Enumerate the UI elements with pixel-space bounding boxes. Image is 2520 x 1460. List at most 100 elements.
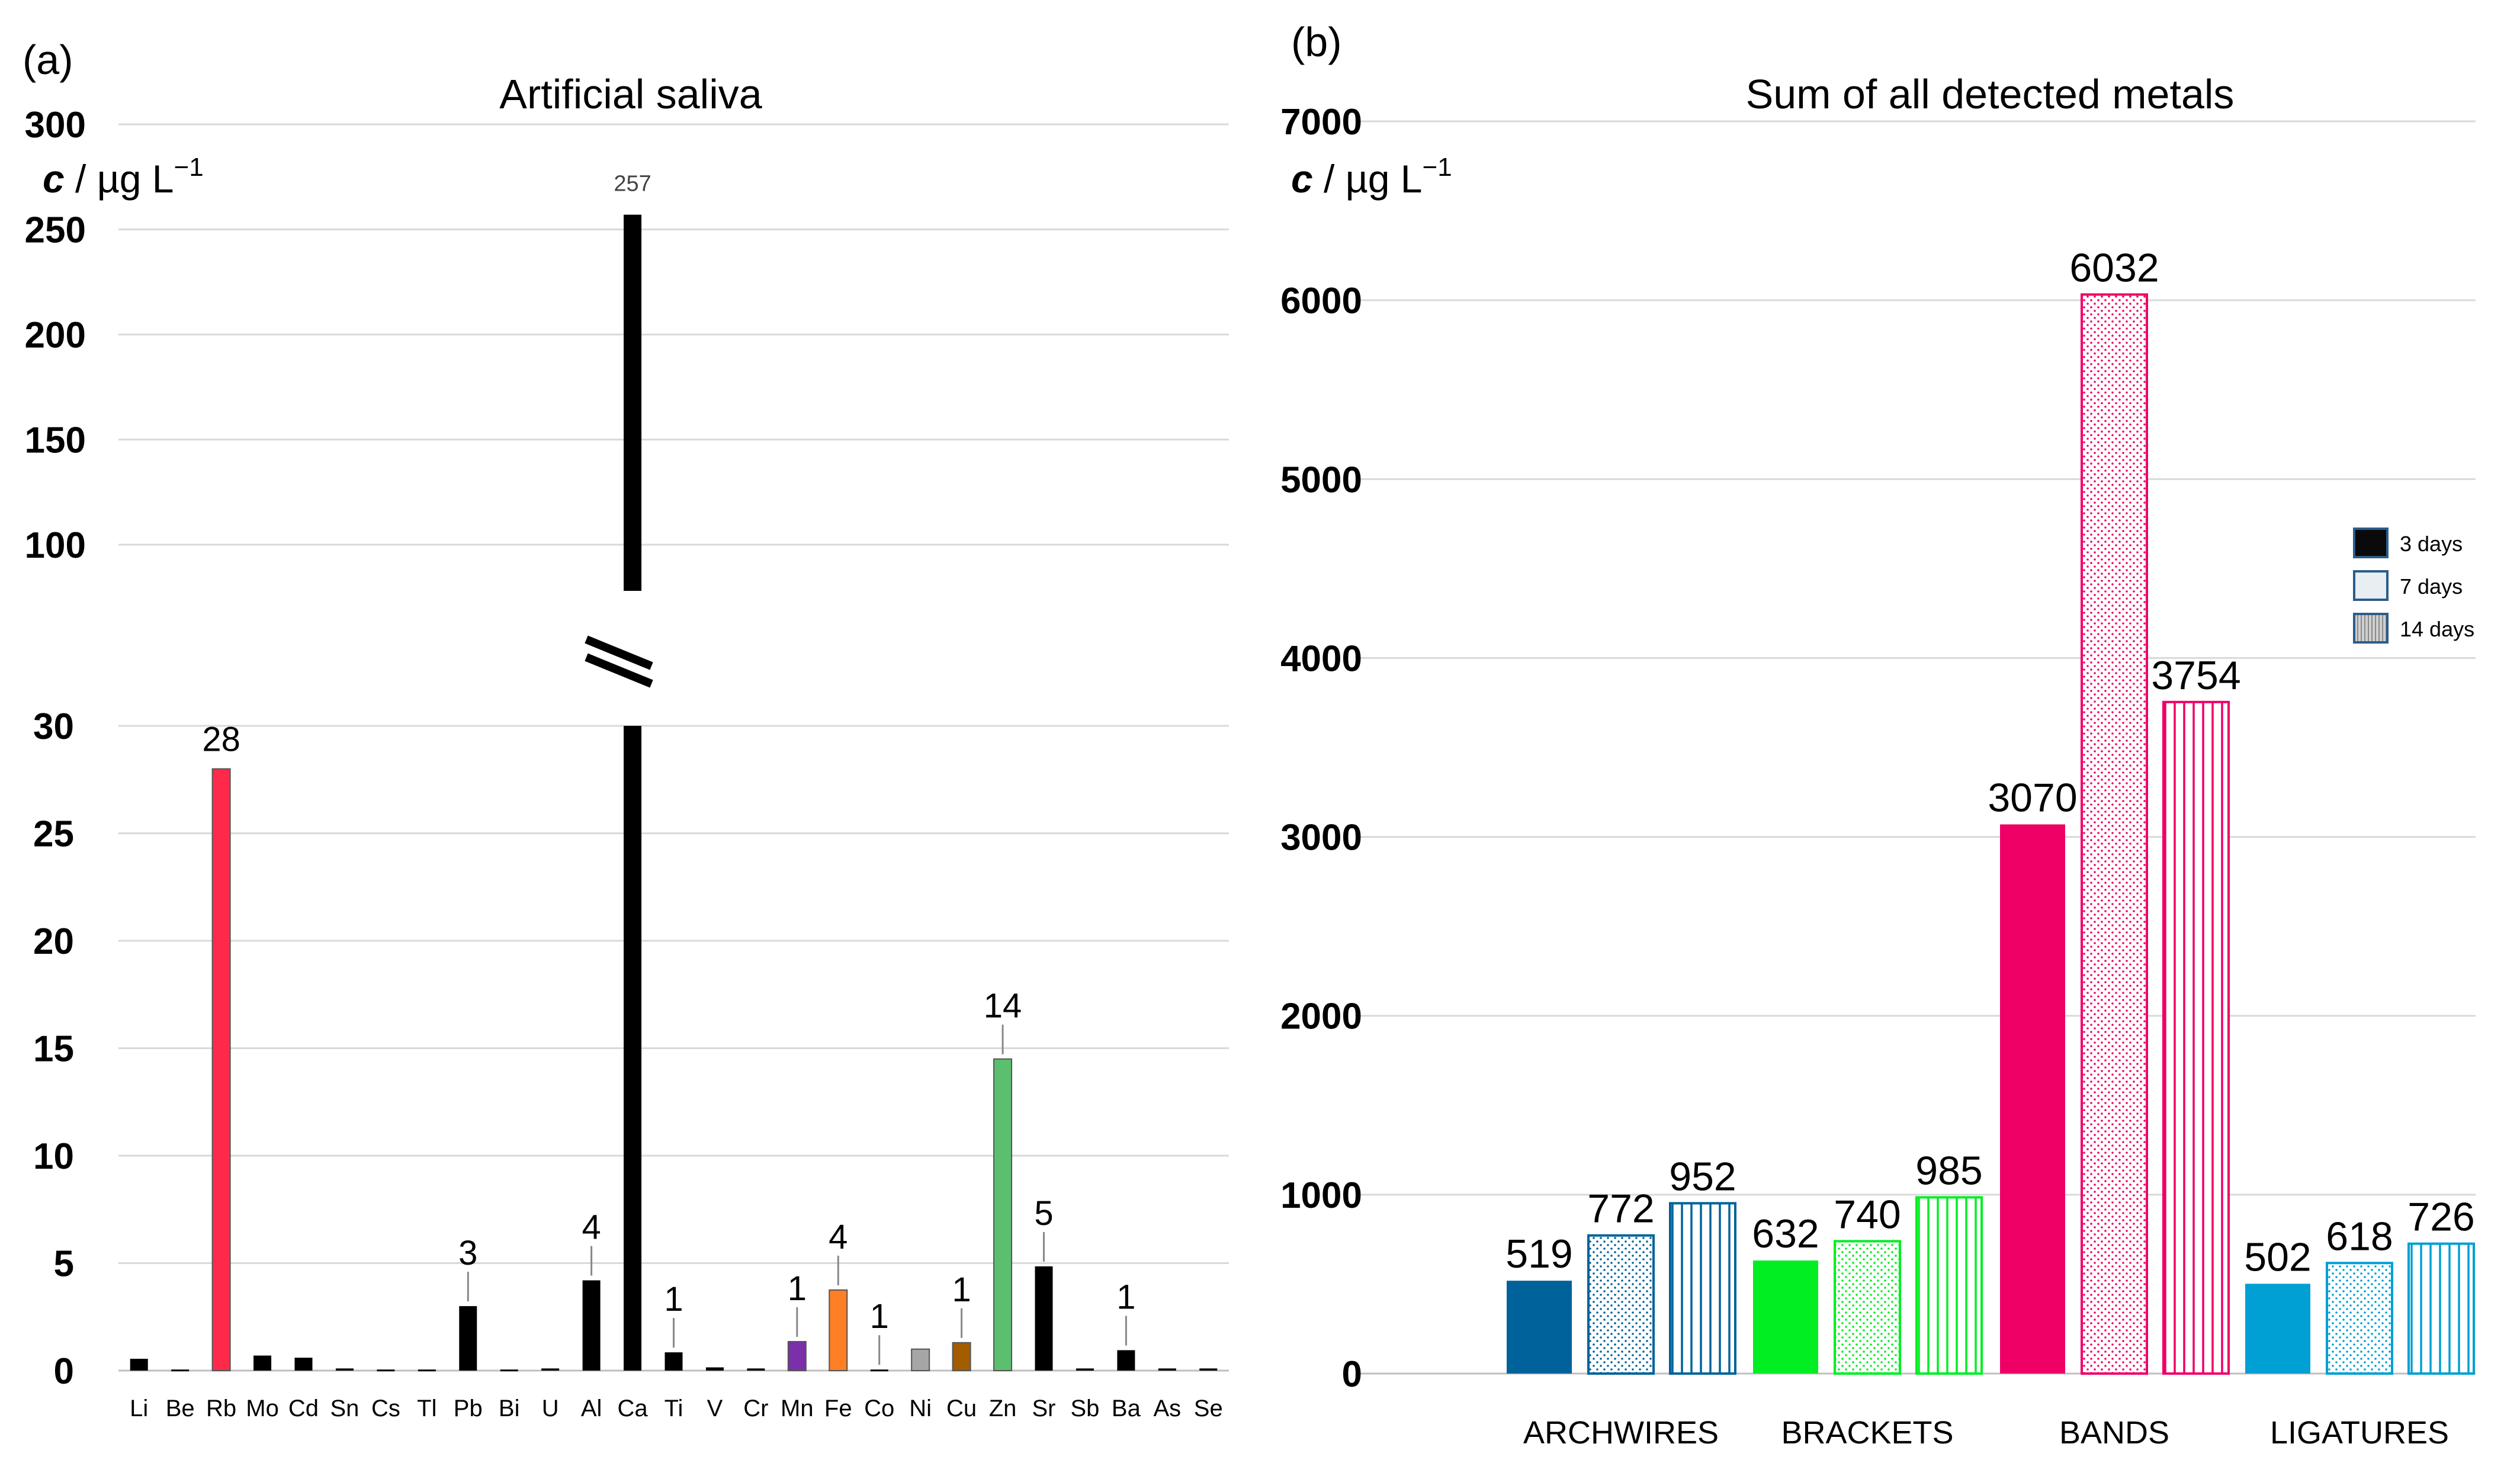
data-label-ligatures-14-days: 726	[2407, 1195, 2474, 1240]
panel-b-y-tick-4000: 4000	[1280, 638, 1362, 679]
bar-ni	[911, 1348, 930, 1371]
bar-be	[171, 1369, 190, 1372]
panel-a-title: Artificial saliva	[499, 71, 762, 117]
bar-brackets-14-days	[1915, 1196, 1983, 1375]
bar-v	[705, 1367, 724, 1371]
panel-a-y-tick-15: 15	[33, 1029, 74, 1070]
panel-b-x-ticks: ARCHWIRES BRACKETS BANDS LIGATURES	[1523, 1415, 2449, 1451]
bar-sb	[1076, 1368, 1094, 1371]
x-tick-sn: Sn	[330, 1395, 359, 1422]
panel-b-y-tick-3000: 3000	[1280, 818, 1362, 858]
panel-b-y-axis-exponent: −1	[1423, 153, 1452, 182]
bar-cr	[747, 1368, 765, 1371]
bar-pb	[459, 1306, 477, 1371]
bar-ligatures-14-days	[2407, 1242, 2475, 1375]
legend-label-7-days: 7 days	[2400, 574, 2463, 599]
panel-a-y-tick-0: 0	[54, 1351, 74, 1392]
data-label-archwires-14-days: 952	[1669, 1154, 1736, 1199]
data-label-ligatures-3-days: 502	[2244, 1234, 2311, 1279]
x-tick-mn: Mn	[781, 1395, 814, 1422]
panel-b-y-tick-7000: 7000	[1280, 102, 1362, 143]
panel-b-y-tick-5000: 5000	[1280, 459, 1362, 500]
bar-brackets-7-days	[1834, 1240, 1901, 1375]
data-label-pb: 3	[458, 1234, 477, 1272]
data-label-co: 1	[870, 1297, 889, 1336]
bar-ba	[1117, 1350, 1135, 1371]
x-tick-as: As	[1153, 1395, 1181, 1422]
panel-b-sum-of-metals: (b) Sum of all detected metals c / µg L−…	[1280, 19, 2476, 1451]
panel-b-bars	[1507, 293, 2475, 1375]
bar-li	[130, 1359, 148, 1371]
data-label-ligatures-7-days: 618	[2326, 1214, 2393, 1259]
bar-cs	[377, 1369, 395, 1372]
bar-zn	[993, 1058, 1013, 1371]
data-label-archwires-3-days: 519	[1505, 1231, 1572, 1276]
panel-a-y-ticks: 0 5 10 15 20 25 30 100 150 200 250 300	[25, 105, 86, 1392]
bar-bands-7-days	[2081, 293, 2148, 1375]
bar-u	[541, 1368, 560, 1371]
x-tick-fe: Fe	[824, 1395, 852, 1422]
x-tick-rb: Rb	[206, 1395, 236, 1422]
data-label-brackets-14-days: 985	[1915, 1148, 1982, 1193]
bar-se	[1199, 1368, 1218, 1371]
bar-co	[870, 1369, 888, 1372]
panel-b-y-tick-1000: 1000	[1280, 1175, 1362, 1216]
bar-ca-lower	[624, 726, 642, 1371]
x-tick-brackets: BRACKETS	[1781, 1415, 1953, 1451]
bar-bi	[500, 1369, 518, 1372]
bar-bands-3-days	[2000, 824, 2065, 1374]
panel-a-y-tick-150: 150	[25, 420, 86, 461]
bar-bands-14-days	[2162, 700, 2230, 1375]
x-tick-v: V	[707, 1395, 723, 1422]
panel-a-x-ticks: Li Be Rb Mo Cd Sn Cs Tl Pb Bi U Al Ca Ti V Cr Mn Fe Co Ni Cu…	[130, 1395, 1223, 1422]
data-label-brackets-3-days: 632	[1752, 1211, 1819, 1256]
x-tick-bi: Bi	[499, 1395, 520, 1422]
bar-al	[582, 1280, 601, 1371]
data-label-brackets-7-days: 740	[1834, 1192, 1901, 1237]
panel-a-y-axis-label: c / µg L−1	[43, 153, 204, 201]
x-tick-be: Be	[166, 1395, 195, 1422]
x-tick-sb: Sb	[1070, 1395, 1099, 1422]
panel-a-y-tick-10: 10	[33, 1136, 74, 1177]
bar-sr	[1035, 1266, 1053, 1371]
panel-b-title: Sum of all detected metals	[1746, 71, 2235, 117]
x-tick-ca: Ca	[617, 1395, 648, 1422]
x-tick-cr: Cr	[743, 1395, 768, 1422]
panel-a-artificial-saliva: (a) Artificial saliva c / µg L−1 0510152…	[23, 37, 1229, 1422]
data-label-archwires-7-days: 772	[1587, 1186, 1654, 1231]
x-tick-tl: Tl	[417, 1395, 436, 1422]
bar-sn	[335, 1368, 354, 1371]
legend-label-14-days: 14 days	[2400, 617, 2474, 641]
x-tick-archwires: ARCHWIRES	[1523, 1415, 1719, 1451]
x-tick-cs: Cs	[371, 1395, 400, 1422]
x-tick-mo: Mo	[246, 1395, 279, 1422]
panel-a-y-tick-5: 5	[54, 1244, 74, 1285]
data-label-bands-7-days: 6032	[2069, 245, 2159, 290]
panel-a-y-axis-exponent: −1	[174, 153, 204, 182]
bar-tl	[418, 1369, 436, 1372]
panel-a-y-tick-300: 300	[25, 105, 86, 146]
x-tick-ligatures: LIGATURES	[2270, 1415, 2449, 1451]
data-label-bands-3-days: 3070	[1988, 775, 2077, 820]
panel-b-y-tick-0: 0	[1342, 1354, 1362, 1395]
bar-archwires-7-days	[1587, 1234, 1655, 1375]
bar-cu	[952, 1342, 971, 1372]
data-label-fe: 4	[829, 1218, 848, 1256]
data-label-sr: 5	[1034, 1194, 1053, 1233]
panel-a-y-axis-symbol: c	[43, 157, 65, 201]
bar-mo	[253, 1355, 272, 1371]
panel-b-y-axis-unit: / µg L	[1313, 157, 1423, 201]
data-label-al: 4	[582, 1208, 601, 1247]
axis-break-mark	[585, 635, 653, 688]
bar-archwires-14-days	[1669, 1202, 1736, 1375]
bar-rb	[211, 768, 231, 1371]
x-tick-ni: Ni	[909, 1395, 932, 1422]
panel-b-y-axis-symbol: c	[1291, 157, 1313, 201]
data-label-bands-14-days: 3754	[2151, 653, 2240, 698]
bar-ti	[664, 1352, 683, 1371]
x-tick-ti: Ti	[664, 1395, 683, 1422]
x-tick-pb: Pb	[454, 1395, 483, 1422]
data-label-cu: 1	[952, 1271, 971, 1309]
panel-a-y-tick-100: 100	[25, 525, 86, 566]
